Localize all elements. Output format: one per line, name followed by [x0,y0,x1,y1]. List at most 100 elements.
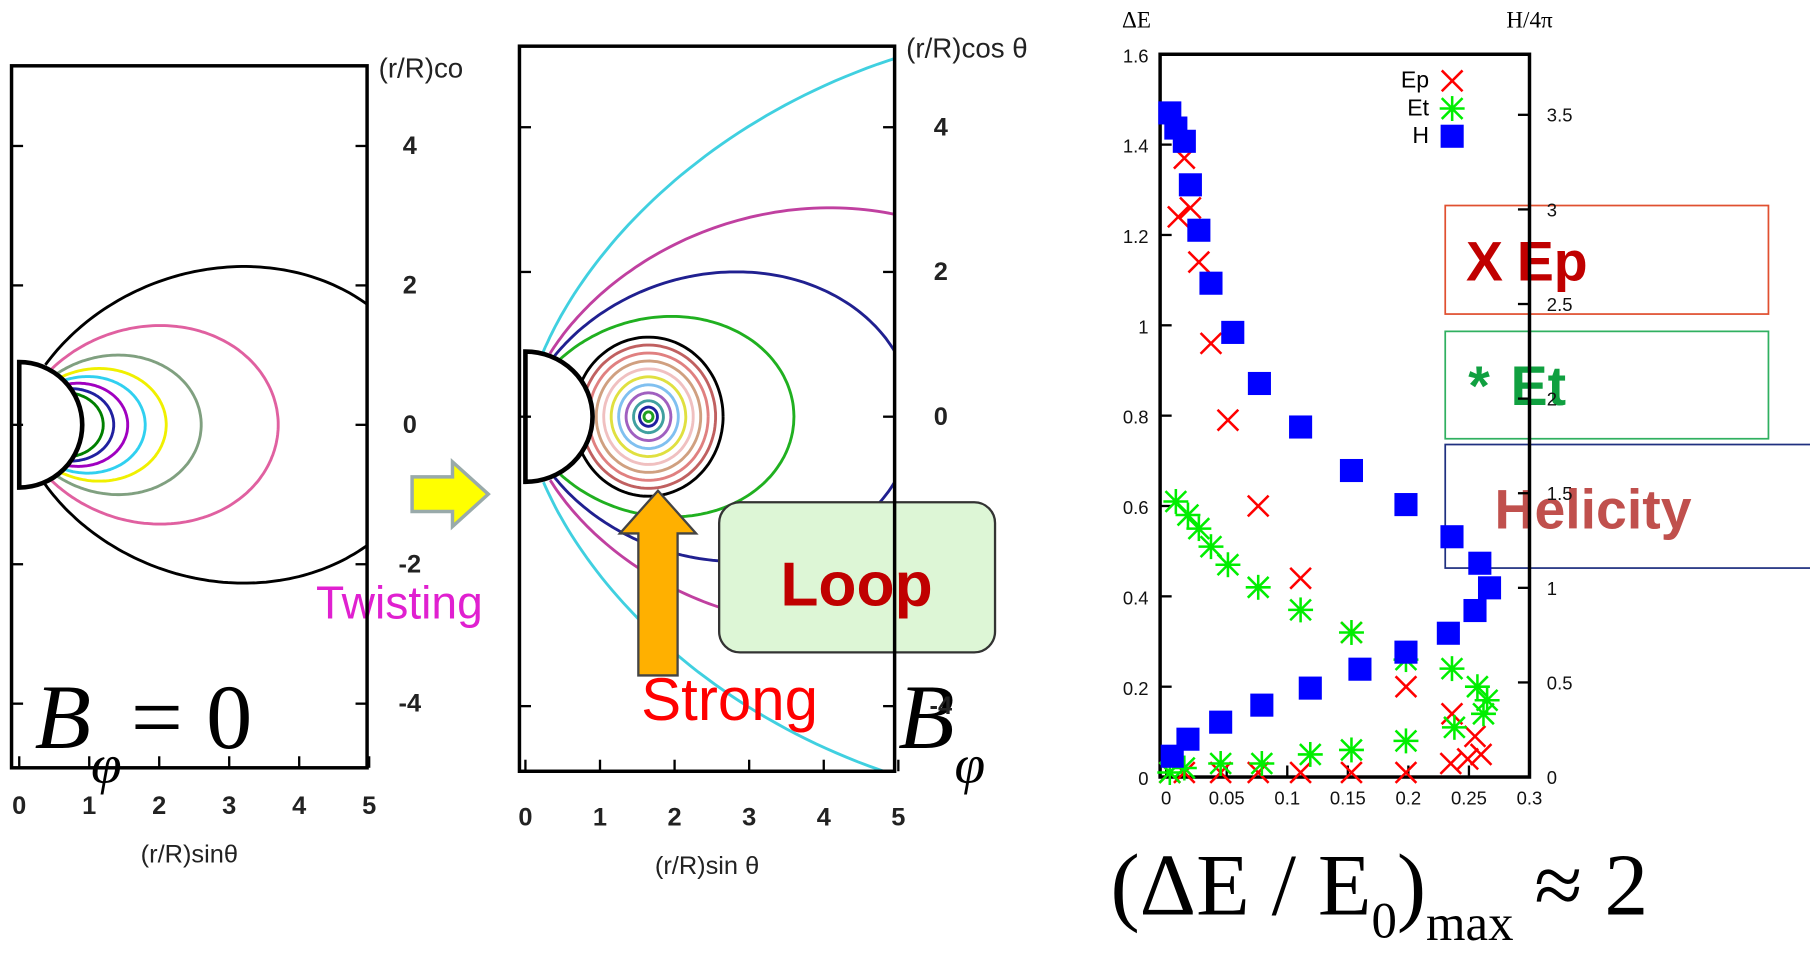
square [1394,493,1417,516]
y-tick-label: 1 [1138,316,1148,337]
y-tick-label: 1.4 [1123,136,1149,157]
point [1221,321,1244,344]
y-tick-label: 2 [934,258,948,286]
y-tick-label: 0.2 [1123,678,1149,699]
y-tick-label: 1.6 [1123,45,1149,66]
y2-tick-label: 2.5 [1547,294,1573,315]
square [1179,173,1202,196]
point [1161,745,1184,768]
point [1187,219,1210,242]
point [1201,333,1222,354]
y-tick-label: 4 [934,113,948,141]
b-sub: φ [91,734,122,795]
point [1463,599,1486,622]
y-tick-label: -4 [930,692,953,720]
x-tick-label: 0.25 [1451,788,1487,809]
square [1468,552,1491,575]
point [1208,751,1233,776]
point [1440,656,1465,681]
x-tick-label: 0.15 [1330,788,1366,809]
field-lines-left [19,266,432,583]
point [1215,552,1240,577]
point [1173,130,1196,153]
square [1187,219,1210,242]
y-tick-label: 0.4 [1123,587,1149,608]
strong-label: Strong [641,666,818,733]
x-tick-label: 3 [222,792,236,820]
field-line [51,326,278,524]
y-tick-label: 0.8 [1123,407,1149,428]
square [1173,130,1196,153]
surface [19,362,82,487]
formula-rest: ≈ 2 [1534,836,1648,933]
square [1250,694,1273,717]
point [1299,677,1322,700]
y-tick-label: 0 [1138,768,1148,789]
x-tick-label: 5 [891,804,905,832]
surface [525,352,592,482]
y2-tick-label: 3 [1547,199,1557,220]
point [1340,459,1363,482]
formula-sub0: 0 [1371,893,1396,949]
field-loop [581,345,715,488]
point [1471,701,1496,726]
square [1289,415,1312,438]
point [1188,252,1209,273]
et-text: Et [1511,355,1566,417]
legend-marker [1442,70,1463,91]
y2-axis-label: H/4π [1506,7,1553,33]
b-sub: φ [954,734,985,795]
b-phi-zero: Bφ= 0 [35,666,253,795]
y-tick-label: 0 [403,411,417,439]
x-tick-label: 5 [362,792,376,820]
twisting-label: Twisting [316,576,483,628]
point [1186,516,1211,541]
b-base: B [35,666,91,768]
x-axis-label: (r/R)sinθ [141,840,238,868]
x-tick-label: 0 [12,792,26,820]
x-tick-label: 4 [817,804,831,832]
legend-label: Ep [1401,67,1429,93]
point [1396,762,1417,783]
legend-label: Et [1407,94,1429,120]
square [1340,459,1363,482]
point [1348,658,1371,681]
loop-label: Loop [780,550,932,619]
point [1168,206,1189,227]
y-tick-label: 0 [934,403,948,431]
square [1394,641,1417,664]
y-tick-label: 4 [403,132,417,160]
y-tick-label: 1.2 [1123,226,1149,247]
legend-marker [1441,125,1464,148]
point [1393,728,1418,753]
x-tick-label: 1 [82,792,96,820]
ep-symbol: X [1466,230,1503,292]
point [1440,525,1463,548]
x-tick-label: 2 [668,804,682,832]
x-tick-label: 2 [152,792,166,820]
x-tick-label: 3 [742,804,756,832]
point [1341,762,1362,783]
ep-text: Ep [1517,230,1588,292]
point [1175,503,1200,528]
point [1248,372,1271,395]
point [1288,597,1313,622]
point [1289,415,1312,438]
point [1442,715,1467,740]
formula-close: ) [1397,836,1426,933]
point [1394,641,1417,664]
point [1396,676,1417,697]
square [1463,599,1486,622]
point [1246,575,1271,600]
x-tick-label: 0.3 [1517,788,1543,809]
point [1339,737,1364,762]
square [1478,576,1501,599]
point [1180,197,1201,218]
square [1437,622,1460,645]
helicity-label: Helicity [1494,478,1691,540]
y-axis-label: (r/R)cos θ [906,33,1028,64]
point [1440,753,1461,774]
y-tick-label: 2 [403,271,417,299]
point [1218,410,1239,431]
